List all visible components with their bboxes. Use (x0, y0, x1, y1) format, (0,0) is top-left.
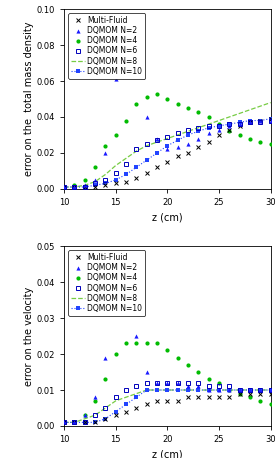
Legend: Multi-Fluid, DQMOM N=2, DQMOM N=4, DQMOM N=6, DQMOM N=8, DQMOM N=10: Multi-Fluid, DQMOM N=2, DQMOM N=4, DQMOM… (68, 250, 145, 316)
X-axis label: z (cm): z (cm) (152, 449, 183, 458)
Legend: Multi-Fluid, DQMOM N=2, DQMOM N=4, DQMOM N=6, DQMOM N=8, DQMOM N=10: Multi-Fluid, DQMOM N=2, DQMOM N=4, DQMOM… (68, 13, 145, 79)
X-axis label: z (cm): z (cm) (152, 213, 183, 223)
Y-axis label: error on the  total mass density: error on the total mass density (24, 22, 34, 176)
Y-axis label: error on the velocity: error on the velocity (24, 287, 34, 386)
